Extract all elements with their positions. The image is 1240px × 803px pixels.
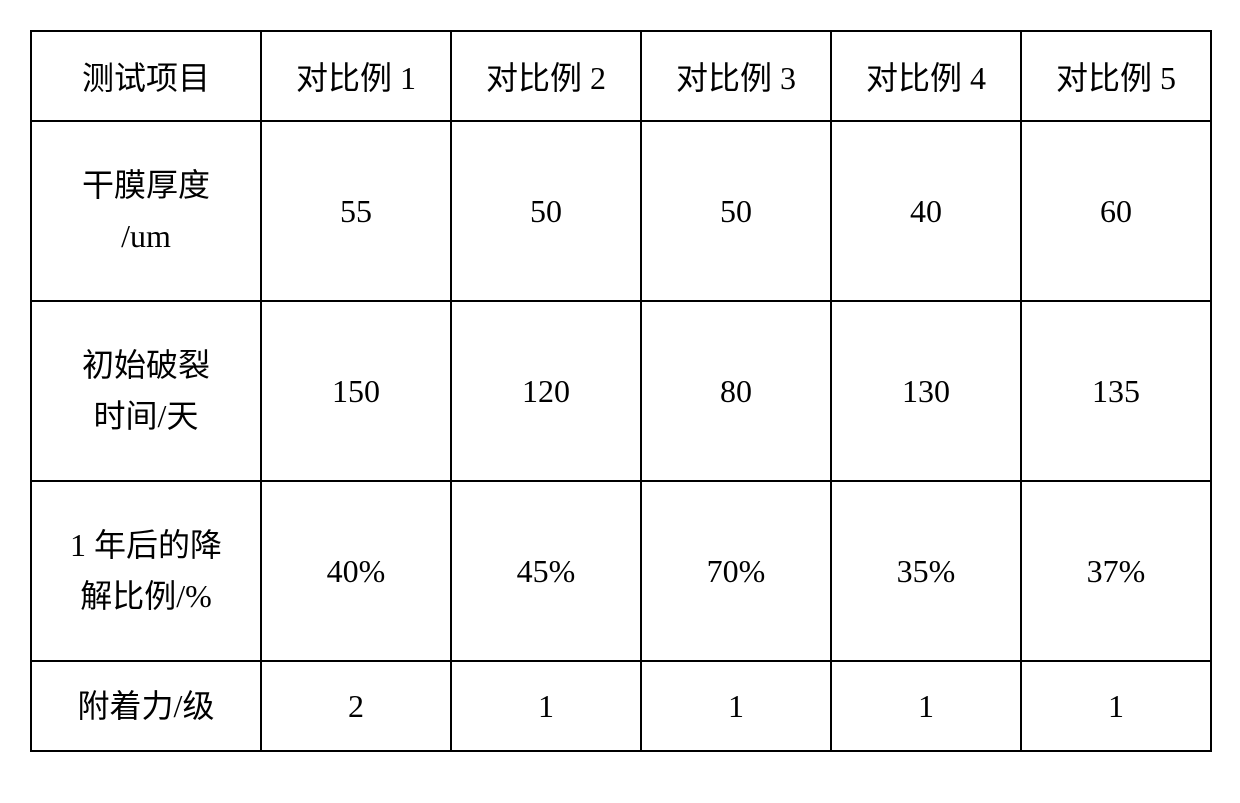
cell-value: 150 (261, 301, 451, 481)
row-header-thickness: 干膜厚度 /um (31, 121, 261, 301)
data-table-container: 测试项目 对比例 1 对比例 2 对比例 3 对比例 4 对比例 5 干膜厚度 … (30, 30, 1210, 752)
cell-value: 1 (831, 661, 1021, 751)
cell-value: 45% (451, 481, 641, 661)
row-header-adhesion: 附着力/级 (31, 661, 261, 751)
cell-value: 130 (831, 301, 1021, 481)
cell-value: 55 (261, 121, 451, 301)
header-comparison-4: 对比例 4 (831, 31, 1021, 121)
cell-value: 50 (451, 121, 641, 301)
table-row: 附着力/级 2 1 1 1 1 (31, 661, 1211, 751)
cell-value: 35% (831, 481, 1021, 661)
cell-value: 50 (641, 121, 831, 301)
row-header-line2: 时间/天 (36, 391, 256, 442)
cell-value: 1 (1021, 661, 1211, 751)
row-header-degradation: 1 年后的降 解比例/% (31, 481, 261, 661)
row-header-line1: 干膜厚度 (36, 160, 256, 211)
cell-value: 1 (451, 661, 641, 751)
header-comparison-1: 对比例 1 (261, 31, 451, 121)
table-row: 1 年后的降 解比例/% 40% 45% 70% 35% 37% (31, 481, 1211, 661)
cell-value: 80 (641, 301, 831, 481)
cell-value: 120 (451, 301, 641, 481)
comparison-table: 测试项目 对比例 1 对比例 2 对比例 3 对比例 4 对比例 5 干膜厚度 … (30, 30, 1212, 752)
header-comparison-3: 对比例 3 (641, 31, 831, 121)
cell-value: 60 (1021, 121, 1211, 301)
table-row: 干膜厚度 /um 55 50 50 40 60 (31, 121, 1211, 301)
row-header-line1: 附着力/级 (78, 688, 215, 724)
header-comparison-5: 对比例 5 (1021, 31, 1211, 121)
row-header-line1: 1 年后的降 (36, 520, 256, 571)
row-header-line2: /um (36, 211, 256, 262)
table-header-row: 测试项目 对比例 1 对比例 2 对比例 3 对比例 4 对比例 5 (31, 31, 1211, 121)
cell-value: 135 (1021, 301, 1211, 481)
cell-value: 40% (261, 481, 451, 661)
row-header-crack-time: 初始破裂 时间/天 (31, 301, 261, 481)
cell-value: 40 (831, 121, 1021, 301)
cell-value: 70% (641, 481, 831, 661)
row-header-line1: 初始破裂 (36, 340, 256, 391)
cell-value: 2 (261, 661, 451, 751)
header-comparison-2: 对比例 2 (451, 31, 641, 121)
cell-value: 37% (1021, 481, 1211, 661)
row-header-line2: 解比例/% (36, 571, 256, 622)
table-row: 初始破裂 时间/天 150 120 80 130 135 (31, 301, 1211, 481)
cell-value: 1 (641, 661, 831, 751)
header-test-item: 测试项目 (31, 31, 261, 121)
